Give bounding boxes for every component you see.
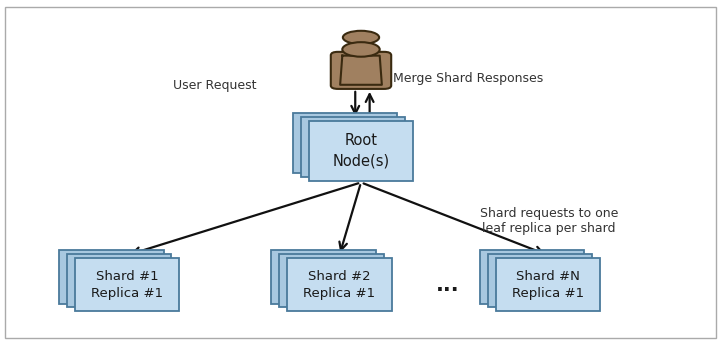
FancyBboxPatch shape [67,254,172,307]
Text: Shard #N
Replica #1: Shard #N Replica #1 [512,270,584,300]
FancyBboxPatch shape [301,117,405,177]
Text: Root
Node(s): Root Node(s) [332,133,390,168]
FancyBboxPatch shape [488,254,592,307]
FancyBboxPatch shape [309,121,413,181]
FancyBboxPatch shape [287,258,391,311]
Text: Shard #1
Replica #1: Shard #1 Replica #1 [91,270,163,300]
Text: Merge Shard Responses: Merge Shard Responses [393,72,544,85]
FancyBboxPatch shape [331,52,391,89]
FancyBboxPatch shape [279,254,383,307]
FancyBboxPatch shape [271,251,375,303]
Text: User Request: User Request [173,79,257,92]
FancyBboxPatch shape [59,251,164,303]
FancyBboxPatch shape [480,251,584,303]
FancyBboxPatch shape [75,258,179,311]
FancyBboxPatch shape [496,258,600,311]
Text: Shard requests to one
leaf replica per shard: Shard requests to one leaf replica per s… [479,207,618,235]
FancyBboxPatch shape [293,113,397,173]
Text: Shard #2
Replica #1: Shard #2 Replica #1 [303,270,375,300]
Polygon shape [340,56,382,85]
Text: ...: ... [435,274,459,294]
Ellipse shape [343,31,379,44]
Ellipse shape [342,42,380,57]
